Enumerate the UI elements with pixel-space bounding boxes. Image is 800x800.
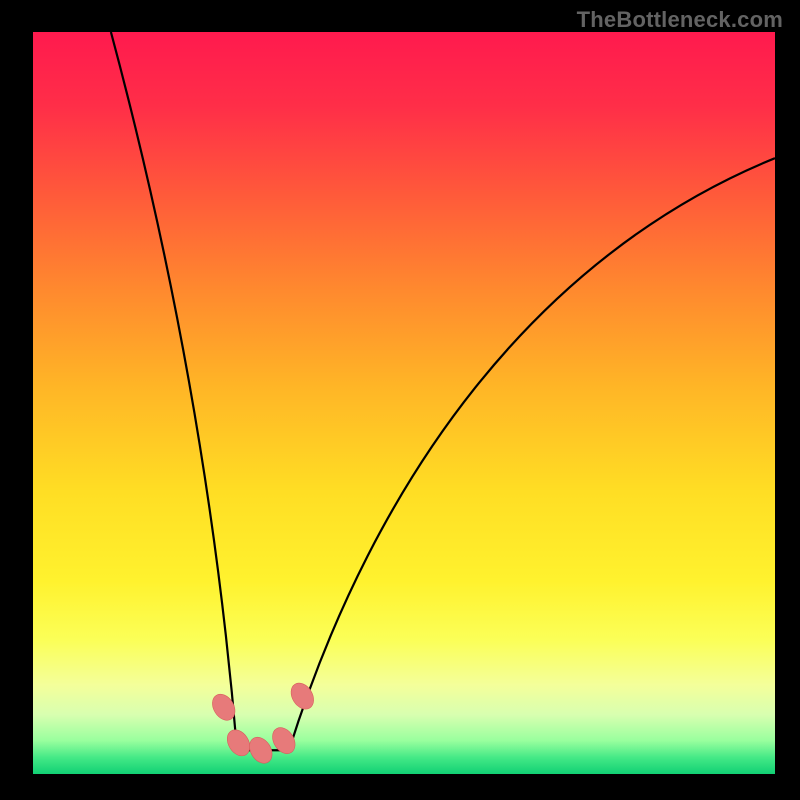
plot-area <box>33 32 775 774</box>
marker-dot <box>286 679 318 713</box>
watermark-text: TheBottleneck.com <box>577 7 783 33</box>
chart-container: TheBottleneck.com <box>0 0 800 800</box>
curve-overlay <box>33 32 775 774</box>
valley-curve <box>111 32 775 750</box>
marker-dot <box>223 726 255 760</box>
